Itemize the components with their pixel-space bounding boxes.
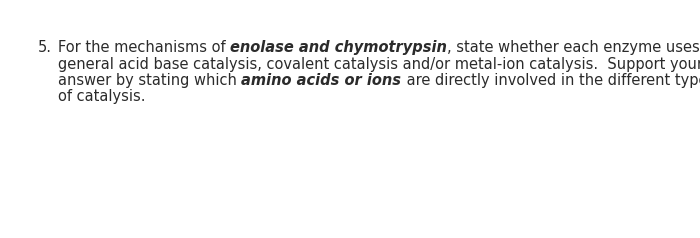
Text: 5.: 5. [38, 40, 52, 55]
Text: general acid base catalysis, covalent catalysis and/or metal-ion catalysis.  Sup: general acid base catalysis, covalent ca… [58, 56, 700, 71]
Text: are directly involved in the different types: are directly involved in the different t… [402, 73, 700, 88]
Text: answer by stating which: answer by stating which [58, 73, 241, 88]
Text: enolase and chymotrypsin: enolase and chymotrypsin [230, 40, 447, 55]
Text: For the mechanisms of: For the mechanisms of [58, 40, 230, 55]
Text: amino acids or ions: amino acids or ions [241, 73, 402, 88]
Text: , state whether each enzyme uses: , state whether each enzyme uses [447, 40, 700, 55]
Text: of catalysis.: of catalysis. [58, 89, 146, 104]
